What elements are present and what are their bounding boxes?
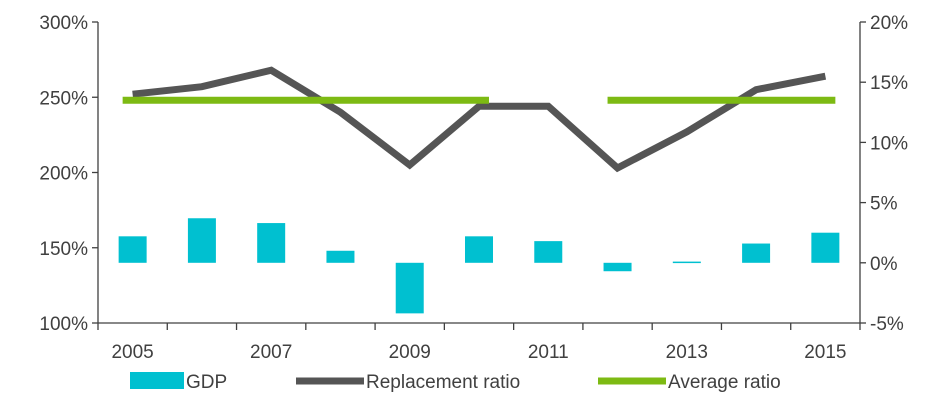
x-tick-label: 2009: [389, 342, 431, 363]
left-y-tick-label: 300%: [39, 13, 88, 34]
axes-layer: 100% 150% 200% 250% 300% -5% 0% 5% 10% 15% 20% 2005…: [39, 13, 908, 363]
right-y-tick-label: 10%: [870, 133, 908, 154]
right-y-tick-label: 20%: [870, 13, 908, 34]
gdp-bar-2007: [257, 223, 286, 263]
legend-label: GDP: [186, 372, 227, 393]
gdp-bar-2005: [118, 236, 147, 263]
x-tick-label: 2007: [250, 342, 292, 363]
legend-label: Replacement ratio: [366, 372, 520, 393]
x-tick-label: 2011: [528, 342, 569, 363]
legend-item-gdp: GDP: [130, 372, 227, 393]
legend-swatch: [130, 372, 184, 389]
gdp-bar-2011: [534, 241, 563, 263]
gdp-bar-2006: [187, 218, 216, 263]
left-y-tick-label: 150%: [39, 239, 88, 260]
legend-item-average-ratio: Average ratio: [598, 372, 781, 393]
bars-layer: [118, 218, 840, 314]
gdp-bar-2008: [326, 250, 355, 263]
gdp-bar-2014: [742, 243, 771, 263]
gdp-bar-2013: [672, 261, 701, 264]
legend-item-replacement-ratio: Replacement ratio: [296, 372, 520, 393]
right-y-tick-label: 15%: [870, 73, 908, 94]
left-y-tick-label: 100%: [39, 314, 88, 335]
right-y-tick-label: 5%: [870, 194, 898, 215]
right-y-tick-label: -5%: [870, 314, 904, 335]
right-y-tick-label: 0%: [870, 254, 898, 275]
legend-label: Average ratio: [668, 372, 781, 393]
replacement-ratio-line: [132, 66, 827, 173]
legend: GDP Replacement ratio Average ratio: [130, 372, 781, 393]
x-tick-label: 2005: [111, 342, 153, 363]
x-tick-label: 2013: [666, 342, 708, 363]
gdp-bar-2009: [395, 262, 424, 314]
left-y-tick-label: 250%: [39, 88, 88, 109]
gdp-bar-2015: [811, 232, 840, 263]
x-tick-label: 2015: [804, 342, 846, 363]
left-y-tick-label: 200%: [39, 164, 88, 185]
lines-layer: [122, 66, 836, 173]
gdp-bar-2010: [465, 236, 493, 263]
gdp-bar-2012: [603, 262, 632, 272]
